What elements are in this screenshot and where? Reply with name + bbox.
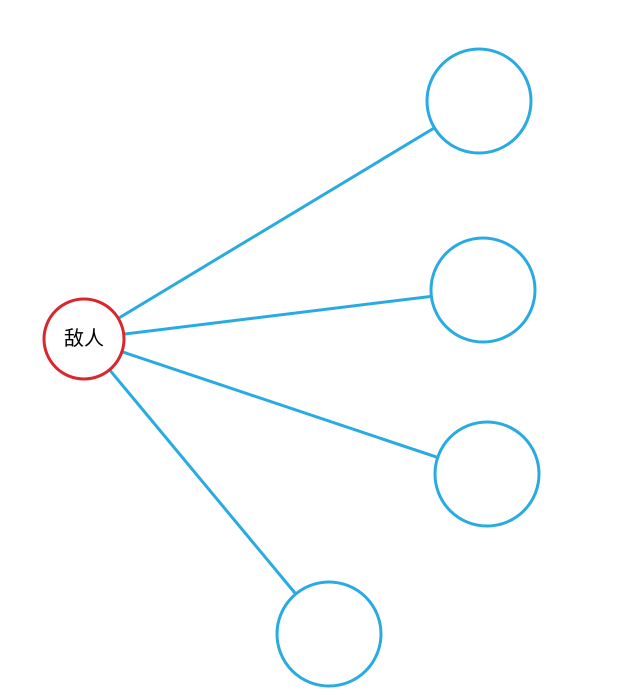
edge	[110, 370, 296, 594]
edge	[124, 296, 432, 334]
node-n3	[435, 422, 539, 526]
network-diagram: 敌人	[0, 0, 632, 696]
node-n2	[431, 238, 535, 342]
node-label-center: 敌人	[64, 327, 104, 350]
edge	[118, 128, 434, 319]
node-n4	[277, 582, 381, 686]
node-n1	[427, 49, 531, 153]
